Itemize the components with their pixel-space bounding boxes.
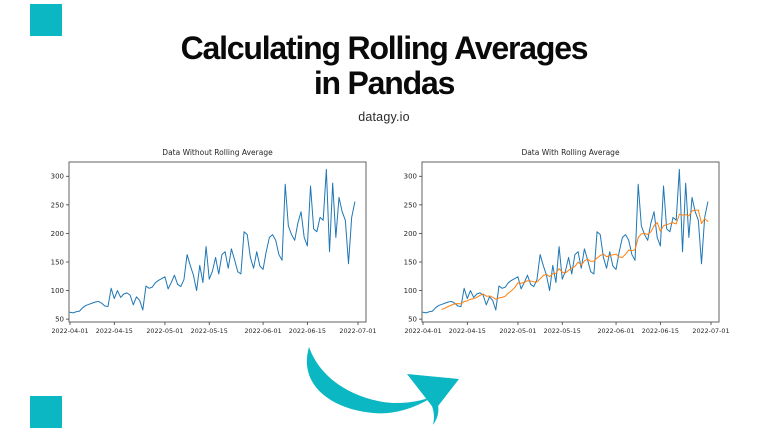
- svg-text:2022-06-01: 2022-06-01: [597, 327, 634, 335]
- chart-data-without-rolling-average: Data Without Rolling Average 50 100 150 200 2…: [51, 146, 377, 342]
- svg-text:2022-04-15: 2022-04-15: [449, 327, 486, 335]
- svg-text:Data With Rolling Average: Data With Rolling Average: [521, 148, 620, 157]
- svg-text:2022-05-01: 2022-05-01: [146, 327, 183, 335]
- svg-text:2022-06-15: 2022-06-15: [289, 327, 326, 335]
- svg-text:200: 200: [404, 230, 417, 238]
- svg-text:2022-04-15: 2022-04-15: [96, 327, 133, 335]
- page-title-line1: Calculating Rolling Averages: [180, 30, 589, 66]
- accent-square-top-left: [30, 4, 62, 36]
- site-credit: datagy.io: [358, 110, 410, 124]
- svg-text:300: 300: [404, 173, 417, 181]
- svg-text:300: 300: [51, 173, 64, 181]
- svg-text:2022-07-01: 2022-07-01: [692, 327, 729, 335]
- svg-text:200: 200: [51, 230, 64, 238]
- chart-data-with-rolling-average: Data With Rolling Average 50 100 150 200 250 3…: [404, 146, 730, 342]
- svg-text:2022-04-01: 2022-04-01: [404, 327, 441, 335]
- page-title: Calculating Rolling Averages in Pandas: [0, 31, 768, 101]
- svg-text:150: 150: [51, 258, 64, 266]
- accent-square-bottom-left: [30, 396, 62, 428]
- svg-text:50: 50: [408, 316, 417, 324]
- svg-text:2022-05-01: 2022-05-01: [499, 327, 536, 335]
- svg-text:50: 50: [55, 316, 64, 324]
- svg-text:100: 100: [404, 287, 417, 295]
- svg-text:150: 150: [404, 258, 417, 266]
- svg-text:250: 250: [404, 201, 417, 209]
- svg-text:2022-07-01: 2022-07-01: [339, 327, 376, 335]
- page-title-line2: in Pandas: [313, 65, 456, 101]
- svg-text:250: 250: [51, 201, 64, 209]
- svg-text:2022-06-15: 2022-06-15: [642, 327, 679, 335]
- svg-text:2022-06-01: 2022-06-01: [244, 327, 281, 335]
- svg-text:2022-05-15: 2022-05-15: [191, 327, 228, 335]
- svg-text:2022-05-15: 2022-05-15: [544, 327, 581, 335]
- svg-text:Data Without Rolling Average: Data Without Rolling Average: [162, 148, 273, 157]
- svg-text:100: 100: [51, 287, 64, 295]
- curved-arrow-right-icon: [293, 341, 463, 432]
- svg-text:2022-04-01: 2022-04-01: [51, 327, 88, 335]
